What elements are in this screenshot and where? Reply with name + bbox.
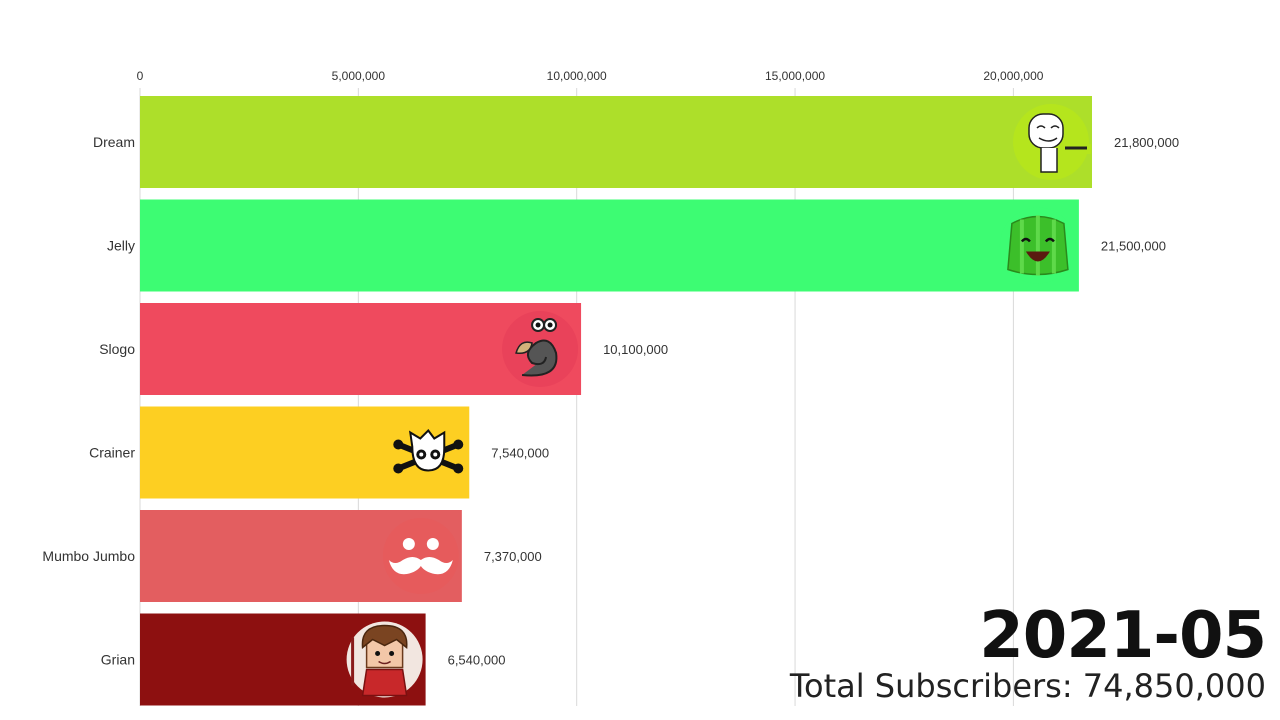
value-label: 7,370,000: [484, 549, 542, 564]
bar-row-slogo: Slogo 10,100,000: [99, 303, 668, 395]
category-label: Jelly: [107, 238, 135, 254]
bar-row-mumbo-jumbo: Mumbo Jumbo 7,370,000: [42, 510, 542, 602]
x-tick-layer: 0 5,000,000 10,000,000 15,000,000 20,000,000: [137, 69, 1044, 83]
x-tick-label: 20,000,000: [983, 69, 1043, 83]
category-label: Mumbo Jumbo: [42, 548, 135, 564]
value-label: 7,540,000: [491, 446, 549, 461]
value-label: 21,500,000: [1101, 239, 1166, 254]
category-label: Slogo: [99, 341, 135, 357]
value-label: 21,800,000: [1114, 135, 1179, 150]
bar-row-dream: Dream 21,800,000: [93, 96, 1179, 188]
total-subscribers-label: Total Subscribers: 74,850,000: [789, 667, 1266, 705]
bar: [140, 96, 1092, 188]
dream-avatar-icon: [1013, 104, 1091, 180]
period-label: 2021-05: [979, 599, 1267, 673]
crainer-avatar-icon: [390, 414, 467, 491]
bar-row-grian: Grian 6,540,000: [101, 613, 506, 706]
bar-layer: Dream 21,800,000 Jelly 21,500,000 Slogo 10,10…: [42, 96, 1179, 706]
slogo-avatar-icon: [502, 311, 579, 387]
value-label: 10,100,000: [603, 342, 668, 357]
x-tick-label: 15,000,000: [765, 69, 825, 83]
x-tick-label: 10,000,000: [547, 69, 607, 83]
bar-row-crainer: Crainer 7,540,000: [89, 406, 549, 499]
category-label: Dream: [93, 134, 135, 150]
grian-avatar-icon: [346, 621, 423, 698]
category-label: Grian: [101, 652, 135, 668]
x-tick-label: 5,000,000: [332, 69, 386, 83]
grid-layer: [139, 88, 1014, 706]
x-tick-label: 0: [137, 69, 144, 83]
value-label: 6,540,000: [448, 653, 506, 668]
bar: [140, 199, 1079, 292]
jelly-avatar-icon: [999, 207, 1076, 284]
mumbo-jumbo-avatar-icon: [382, 518, 459, 594]
bar-row-jelly: Jelly 21,500,000: [107, 199, 1166, 292]
category-label: Crainer: [89, 445, 135, 461]
